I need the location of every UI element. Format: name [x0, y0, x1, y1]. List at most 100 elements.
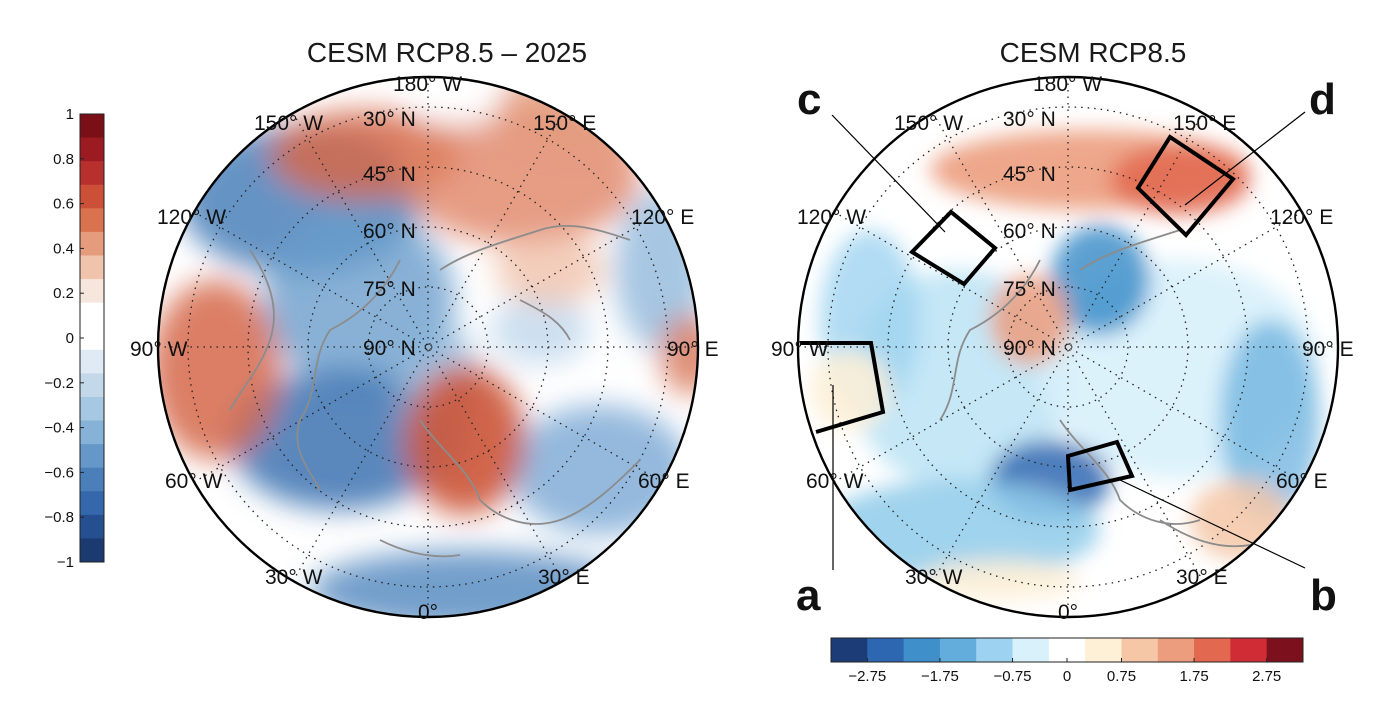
leader-line-c [831, 114, 946, 233]
left-colorbar-tick-label: −0.8 [44, 509, 74, 526]
right-colorbar-swatch [1085, 638, 1122, 662]
left-lon-label-30e: 30° E [538, 566, 590, 589]
panel-label-c: c [797, 75, 821, 124]
left-colorbar-tick-label: −1 [57, 554, 74, 571]
left-colorbar-tick-label: −0.2 [44, 375, 74, 392]
left-lon-label-90e: 90° E [667, 338, 719, 361]
right-colorbar-tick-label: 1.75 [1179, 668, 1208, 685]
leader-line-b [1119, 479, 1306, 569]
left-map: CESM RCP8.5 – 2025 [130, 37, 719, 624]
left-lat-label-75n: 75° N [363, 278, 416, 301]
right-lon-label-30w: 30° W [905, 566, 963, 589]
right-lat-label-60n: 60° N [1003, 220, 1056, 243]
left-lon-label-120e: 120° E [631, 206, 694, 229]
left-colorbar-swatch [80, 396, 104, 422]
left-colorbar-swatch [80, 467, 104, 492]
left-lat-label-60n: 60° N [363, 220, 416, 243]
left-colorbar-tick-label: 0.2 [53, 285, 74, 302]
right-lat-label-45n: 45° N [1003, 163, 1056, 186]
right-colorbar-tick-label: 0.75 [1107, 668, 1136, 685]
right-map-title: CESM RCP8.5 [1000, 37, 1187, 68]
left-colorbar-tick-label: 0.8 [53, 151, 74, 168]
right-lon-label-150e: 150° E [1173, 112, 1236, 135]
right-colorbar-swatch [1121, 638, 1159, 662]
right-colorbar-swatch [867, 638, 905, 662]
left-lat-label-30n: 30° N [363, 108, 416, 131]
left-colorbar-swatch [80, 302, 104, 327]
right-map-labels: 180° W 150° W 120° W 90° W 60° W 30° W 0… [771, 73, 1354, 624]
left-map-title: CESM RCP8.5 – 2025 [307, 37, 587, 68]
right-colorbar-swatches [831, 638, 1304, 662]
right-colorbar-tick-label: 2.75 [1252, 668, 1281, 685]
leader-line-d [1184, 111, 1306, 206]
left-colorbar-swatches [80, 114, 104, 563]
right-lon-label-90e: 90° E [1302, 338, 1354, 361]
left-map-field [158, 77, 698, 617]
left-colorbar-swatch [80, 514, 104, 539]
left-colorbar-swatch [80, 373, 104, 398]
right-colorbar-swatch [976, 638, 1014, 662]
right-lon-label-180w: 180° W [1033, 73, 1102, 96]
right-map-field [798, 77, 1338, 617]
right-colorbar-tick-label: −1.75 [921, 668, 959, 685]
left-colorbar-tick-label: −0.4 [44, 420, 74, 437]
left-colorbar-swatch [80, 444, 104, 469]
right-lon-label-60e: 60° E [1276, 470, 1328, 493]
region-box-a [800, 341, 886, 434]
right-colorbar-swatch [831, 638, 868, 662]
left-lon-label-0: 0° [418, 601, 438, 624]
left-colorbar-tick-label: 0 [66, 330, 74, 347]
left-colorbar-swatch [80, 279, 104, 304]
left-colorbar-tick-label: 1 [66, 106, 74, 123]
left-lon-label-120w: 120° W [157, 206, 226, 229]
right-colorbar-swatch [1157, 638, 1195, 662]
left-colorbar-swatch [80, 491, 104, 516]
right-colorbar: −2.75 −1.75 −0.75 0 0.75 1.75 2.75 [830, 637, 1304, 685]
right-lon-label-90w: 90° W [771, 338, 829, 361]
right-region-boxes [800, 111, 1306, 570]
left-colorbar-ticks: 1 0.8 0.6 0.4 0.2 0 −0.2 −0.4 −0.6 −0.8 −1 [44, 106, 84, 571]
right-colorbar-ticks: −2.75 −1.75 −0.75 0 0.75 1.75 2.75 [848, 658, 1281, 685]
right-lat-label-90n: 90° N [1003, 337, 1056, 360]
right-lat-label-30n: 30° N [1003, 108, 1056, 131]
left-colorbar-swatch [80, 161, 104, 186]
left-graticule [158, 77, 698, 617]
left-lat-label-90n: 90° N [363, 337, 416, 360]
right-map-boundary [796, 75, 1340, 619]
left-colorbar-tick-label: −0.6 [44, 464, 74, 481]
left-map-boundary [156, 75, 700, 619]
left-colorbar-swatch [80, 208, 104, 233]
right-coastlines [939, 229, 1251, 548]
right-colorbar-tick-label: −0.75 [994, 668, 1032, 685]
right-lon-label-150w: 150° W [894, 112, 963, 135]
left-colorbar-swatch [80, 137, 104, 162]
right-colorbar-swatch [1266, 638, 1304, 662]
left-lon-label-60w: 60° W [165, 470, 223, 493]
panel-label-b: b [1310, 571, 1337, 620]
right-colorbar-swatch [1230, 638, 1268, 662]
right-colorbar-tick-label: −2.75 [848, 668, 886, 685]
left-colorbar-swatch [80, 231, 104, 256]
left-colorbar-swatch [80, 420, 104, 445]
right-lon-label-120w: 120° W [797, 206, 866, 229]
left-map-labels: 180° W 150° W 120° W 90° W 60° W 30° W 0… [130, 73, 719, 624]
right-map: CESM RCP8.5 [771, 37, 1354, 624]
panel-label-a: a [796, 571, 821, 620]
right-lon-label-60w: 60° W [806, 470, 864, 493]
right-lon-label-0: 0° [1058, 601, 1078, 624]
left-lon-label-60e: 60° E [638, 470, 690, 493]
left-colorbar-tick-label: 0.6 [53, 196, 74, 213]
left-colorbar-tick-label: 0.4 [53, 240, 74, 257]
left-lat-label-45n: 45° N [363, 163, 416, 186]
left-coastlines [229, 224, 641, 558]
region-box-b [1065, 439, 1135, 493]
left-lon-label-150e: 150° E [533, 112, 596, 135]
left-colorbar-swatch [80, 255, 104, 280]
left-lon-label-150w: 150° W [254, 112, 323, 135]
right-colorbar-swatch [939, 638, 977, 662]
left-lon-label-90w: 90° W [130, 338, 188, 361]
right-colorbar-swatch [1194, 638, 1231, 662]
right-colorbar-tick-label: 0 [1063, 668, 1071, 685]
left-colorbar-swatch [80, 349, 104, 374]
